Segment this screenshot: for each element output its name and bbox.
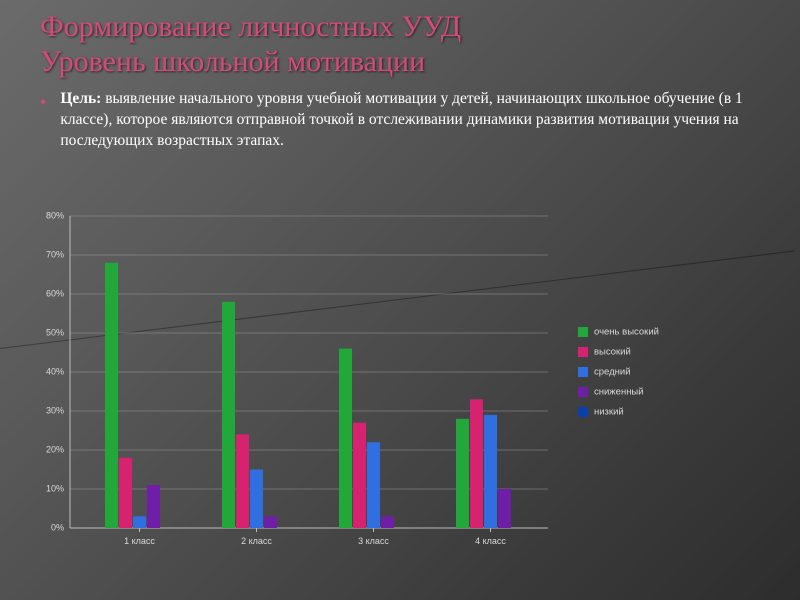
bar	[250, 470, 263, 529]
bar	[264, 516, 277, 528]
bar	[498, 489, 511, 528]
x-tick-label: 3 класс	[358, 536, 389, 546]
bar	[381, 516, 394, 528]
y-tick-label: 20%	[46, 444, 64, 454]
bar	[119, 458, 132, 528]
legend-label: сниженный	[594, 387, 644, 398]
goal-text: Цель: выявление начального уровня учебно…	[60, 89, 760, 152]
bar	[339, 349, 352, 528]
goal-body: выявление начального уровня учебной моти…	[60, 90, 742, 149]
y-tick-label: 80%	[46, 210, 64, 220]
chart-svg: 0% 10% 20% 30% 40% 50% 60% 70% 80% 1 класс 2 класс…	[26, 210, 774, 580]
y-tick-label: 60%	[46, 288, 64, 298]
x-tick-label: 4 класс	[475, 536, 506, 546]
legend-label: низкий	[594, 407, 624, 418]
title-line2: Уровень школьной мотивации	[40, 45, 425, 78]
legend-swatch	[578, 367, 588, 377]
bar	[222, 302, 235, 528]
legend-label: средний	[594, 367, 631, 378]
bar	[484, 415, 497, 528]
x-tick-label: 2 класс	[241, 536, 272, 546]
bar	[236, 434, 249, 528]
bullet-icon: •	[40, 91, 46, 152]
legend-swatch	[578, 327, 588, 337]
bar	[105, 263, 118, 528]
bar	[147, 485, 160, 528]
y-tick-label: 10%	[46, 483, 64, 493]
bar	[470, 399, 483, 528]
legend-label: очень высокий	[594, 327, 659, 338]
goal-label: Цель:	[60, 90, 101, 107]
y-tick-label: 50%	[46, 327, 64, 337]
y-tick-label: 30%	[46, 405, 64, 415]
bar	[367, 442, 380, 528]
legend-swatch	[578, 407, 588, 417]
motivation-chart: 0% 10% 20% 30% 40% 50% 60% 70% 80% 1 класс 2 класс…	[26, 210, 774, 580]
y-tick-label: 0%	[51, 522, 64, 532]
y-tick-label: 40%	[46, 366, 64, 376]
legend-swatch	[578, 387, 588, 397]
legend-swatch	[578, 347, 588, 357]
y-tick-label: 70%	[46, 249, 64, 259]
goal-block: • Цель: выявление начального уровня учеб…	[40, 89, 760, 152]
bar	[456, 419, 469, 528]
bar	[353, 423, 366, 528]
bar	[133, 516, 146, 528]
x-tick-label: 1 класс	[124, 536, 155, 546]
title-line1: Формирование личностных УУД	[40, 10, 461, 43]
slide-title: Формирование личностных УУД Уровень школ…	[40, 10, 760, 79]
legend-label: высокий	[594, 347, 631, 358]
